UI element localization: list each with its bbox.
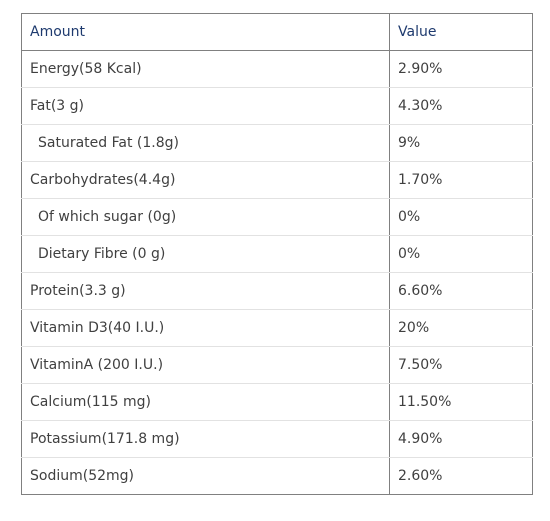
nutrient-value-cell: 2.90% (389, 50, 533, 88)
table-row: Calcium(115 mg) 11.50% (21, 383, 533, 421)
table-row: VitaminA (200 I.U.) 7.50% (21, 346, 533, 384)
table-row: Vitamin D3(40 I.U.) 20% (21, 309, 533, 347)
nutrient-value-cell: 4.90% (389, 420, 533, 458)
table-row: Energy(58 Kcal) 2.90% (21, 50, 533, 88)
nutrient-amount-cell: Fat(3 g) (21, 87, 390, 125)
table-header-row: Amount Value (21, 13, 533, 51)
nutrient-value-cell: 0% (389, 198, 533, 236)
nutrition-table: Amount Value Energy(58 Kcal) 2.90% Fat(3… (21, 13, 533, 495)
nutrient-value-cell: 11.50% (389, 383, 533, 421)
table-row: Saturated Fat (1.8g) 9% (21, 124, 533, 162)
table-body: Energy(58 Kcal) 2.90% Fat(3 g) 4.30% Sat… (21, 50, 533, 495)
nutrient-amount-cell: Calcium(115 mg) (21, 383, 390, 421)
nutrient-amount-cell: Protein(3.3 g) (21, 272, 390, 310)
nutrient-amount-cell: Carbohydrates(4.4g) (21, 161, 390, 199)
nutrient-amount-cell: VitaminA (200 I.U.) (21, 346, 390, 384)
nutrient-amount-cell: Vitamin D3(40 I.U.) (21, 309, 390, 347)
table-row: Dietary Fibre (0 g) 0% (21, 235, 533, 273)
nutrient-value-cell: 2.60% (389, 457, 533, 495)
nutrient-value-cell: 4.30% (389, 87, 533, 125)
nutrient-value-cell: 1.70% (389, 161, 533, 199)
table-row: Sodium(52mg) 2.60% (21, 457, 533, 495)
table-row: Potassium(171.8 mg) 4.90% (21, 420, 533, 458)
nutrient-value-cell: 9% (389, 124, 533, 162)
nutrient-amount-cell: Dietary Fibre (0 g) (21, 235, 390, 273)
nutrient-amount-cell: Saturated Fat (1.8g) (21, 124, 390, 162)
table-row: Fat(3 g) 4.30% (21, 87, 533, 125)
nutrient-amount-cell: Sodium(52mg) (21, 457, 390, 495)
table-row: Carbohydrates(4.4g) 1.70% (21, 161, 533, 199)
table-row: Of which sugar (0g) 0% (21, 198, 533, 236)
nutrient-amount-cell: Of which sugar (0g) (21, 198, 390, 236)
column-header-amount: Amount (21, 13, 390, 51)
nutrient-value-cell: 0% (389, 235, 533, 273)
nutrient-amount-cell: Energy(58 Kcal) (21, 50, 390, 88)
table-row: Protein(3.3 g) 6.60% (21, 272, 533, 310)
column-header-value: Value (389, 13, 533, 51)
nutrient-value-cell: 7.50% (389, 346, 533, 384)
nutrient-value-cell: 6.60% (389, 272, 533, 310)
nutrient-amount-cell: Potassium(171.8 mg) (21, 420, 390, 458)
nutrient-value-cell: 20% (389, 309, 533, 347)
